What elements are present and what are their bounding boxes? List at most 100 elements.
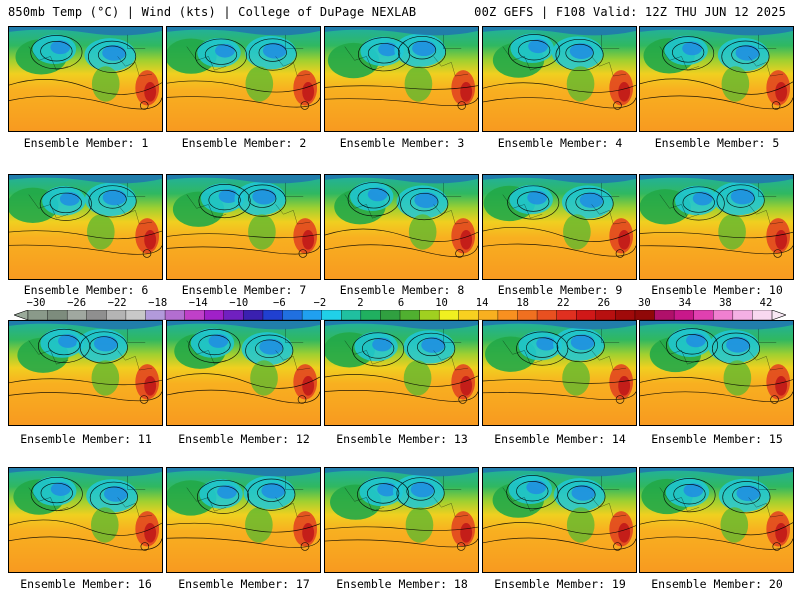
ensemble-member-label: Ensemble Member: 3 <box>339 136 465 150</box>
colorbar-tick-label: 14 <box>475 297 489 309</box>
colorbar-segment <box>321 310 342 320</box>
ensemble-member-label: Ensemble Member: 2 <box>181 136 307 150</box>
colorbar-labels: −30 −26 −22 −18 −14 −10 −6 −2 2 6 10 14 18 22 26 30 34 38… <box>14 297 786 309</box>
colorbar-segment <box>634 310 656 320</box>
ensemble-member-label: Ensemble Member: 10 <box>651 283 783 297</box>
ensemble-member-label: Ensemble Member: 18 <box>336 577 468 591</box>
colorbar-segment <box>184 310 205 320</box>
ensemble-member-map <box>324 320 479 426</box>
colorbar-max-arrow <box>771 310 786 320</box>
ensemble-member-map <box>324 467 479 573</box>
colorbar-tick-label: −14 <box>188 297 208 309</box>
ensemble-member-label: Ensemble Member: 15 <box>651 432 783 446</box>
colorbar-tick-label: −6 <box>273 297 286 309</box>
colorbar-segment <box>438 310 460 320</box>
colorbar-tick-label: 18 <box>516 297 529 309</box>
ensemble-member-map <box>482 320 637 426</box>
colorbar-tick-label: −10 <box>229 297 249 309</box>
ensemble-member-map <box>166 174 321 280</box>
ensemble-member-label: Ensemble Member: 20 <box>651 577 783 591</box>
ensemble-member-map <box>482 26 637 132</box>
colorbar-tick-label: 30 <box>638 297 651 309</box>
colorbar-segment <box>419 310 440 320</box>
colorbar-segment <box>145 310 166 320</box>
ensemble-member-map <box>639 26 794 132</box>
colorbar-segment <box>164 310 186 320</box>
colorbar-scale <box>14 310 786 320</box>
run-valid-time: 00Z GEFS | F108 Valid: 12Z THU JUN 12 20… <box>474 5 786 19</box>
ensemble-member-map <box>8 467 163 573</box>
ensemble-member-map <box>639 320 794 426</box>
colorbar-segment <box>262 310 284 320</box>
colorbar-min-arrow <box>14 310 29 320</box>
ensemble-member-label: Ensemble Member: 13 <box>336 432 468 446</box>
colorbar-tick-label: 2 <box>357 297 364 309</box>
colorbar-tick-label: 6 <box>397 297 405 309</box>
colorbar-segment <box>497 310 518 320</box>
colorbar-segment <box>399 310 421 320</box>
colorbar-segment <box>517 310 538 320</box>
chart-title: 850mb Temp (°C) | Wind (kts) | College o… <box>8 5 417 19</box>
colorbar-tick-label: −2 <box>313 297 327 309</box>
ensemble-member-map <box>166 467 321 573</box>
colorbar-segment <box>243 310 264 320</box>
colorbar-segment <box>301 310 323 320</box>
colorbar-segment <box>654 310 675 320</box>
ensemble-member-label: Ensemble Member: 14 <box>494 432 626 446</box>
ensemble-member-label: Ensemble Member: 8 <box>339 283 465 297</box>
colorbar-segment <box>106 310 127 320</box>
ensemble-member-map <box>324 174 479 280</box>
temperature-colorbar: −30 −26 −22 −18 −14 −10 −6 −2 2 6 10 14 18 22 26 30 34 38… <box>14 297 786 321</box>
colorbar-segment <box>204 310 225 320</box>
ensemble-member-label: Ensemble Member: 9 <box>497 283 623 297</box>
colorbar-segment <box>360 310 381 320</box>
ensemble-member-map <box>166 26 321 132</box>
colorbar-tick-label: 38 <box>719 297 732 309</box>
ensemble-member-map <box>639 174 794 280</box>
ensemble-member-label: Ensemble Member: 5 <box>654 136 780 150</box>
colorbar-tick-label: −30 <box>26 297 46 309</box>
colorbar-tick-label: 26 <box>597 297 611 309</box>
colorbar-segment <box>536 310 558 320</box>
colorbar-tick-label: −22 <box>107 297 127 309</box>
ensemble-member-label: Ensemble Member: 1 <box>23 136 149 150</box>
colorbar-segment <box>713 310 734 320</box>
colorbar-tick-label: 42 <box>759 297 773 309</box>
colorbar-segment <box>380 310 401 320</box>
colorbar-segment <box>341 310 362 320</box>
ensemble-member-label: Ensemble Member: 17 <box>178 577 310 591</box>
colorbar-segment <box>576 310 597 320</box>
ensemble-member-map <box>8 174 163 280</box>
colorbar-segment <box>223 310 244 320</box>
colorbar-segment <box>282 310 303 320</box>
ensemble-member-map <box>166 320 321 426</box>
colorbar-segment <box>86 310 107 320</box>
ensemble-member-label: Ensemble Member: 12 <box>178 432 310 446</box>
ensemble-member-map <box>8 320 163 426</box>
ensemble-member-label: Ensemble Member: 11 <box>20 432 152 446</box>
colorbar-segment <box>66 310 88 320</box>
ensemble-member-map <box>482 467 637 573</box>
colorbar-segment <box>478 310 499 320</box>
ensemble-member-label: Ensemble Member: 19 <box>494 577 626 591</box>
ensemble-member-label: Ensemble Member: 7 <box>181 283 307 297</box>
colorbar-segment <box>458 310 479 320</box>
colorbar-tick-label: 22 <box>556 297 570 309</box>
ensemble-member-map <box>639 467 794 573</box>
ensemble-member-label: Ensemble Member: 6 <box>23 283 149 297</box>
ensemble-member-map <box>324 26 479 132</box>
ensemble-member-map <box>8 26 163 132</box>
colorbar-segment <box>595 310 616 320</box>
colorbar-tick-label: 10 <box>435 297 448 309</box>
colorbar-segment <box>556 310 577 320</box>
ensemble-member-label: Ensemble Member: 4 <box>497 136 623 150</box>
colorbar-segment <box>27 310 49 320</box>
colorbar-segment <box>732 310 753 320</box>
colorbar-segment <box>673 310 695 320</box>
colorbar-segment <box>125 310 146 320</box>
ensemble-member-label: Ensemble Member: 16 <box>20 577 152 591</box>
colorbar-tick-label: 34 <box>678 297 692 309</box>
colorbar-tick-label: −18 <box>148 297 168 309</box>
colorbar-segment <box>752 310 773 320</box>
ensemble-member-map <box>482 174 637 280</box>
